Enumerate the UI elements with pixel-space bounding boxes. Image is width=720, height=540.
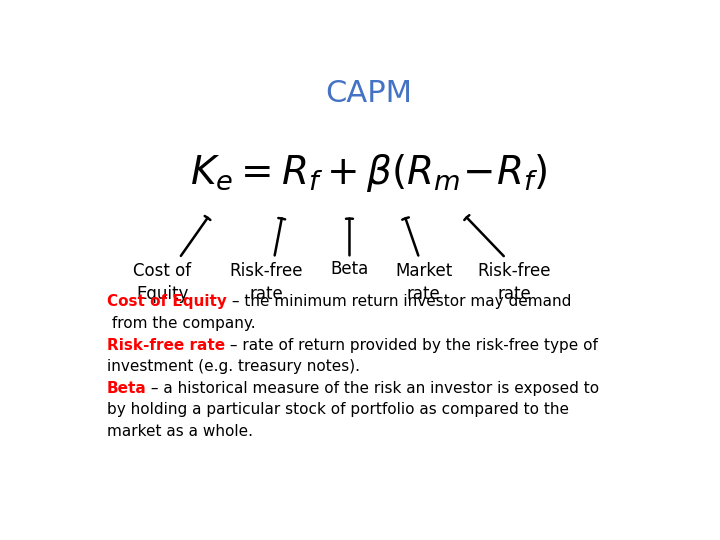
Text: Risk-free rate: Risk-free rate	[107, 338, 225, 353]
Text: – a historical measure of the risk an investor is exposed to: – a historical measure of the risk an in…	[146, 381, 600, 396]
Text: – rate of return provided by the risk-free type of: – rate of return provided by the risk-fr…	[225, 338, 598, 353]
Text: – the minimum return investor may demand: – the minimum return investor may demand	[227, 294, 571, 309]
Text: Beta: Beta	[330, 260, 369, 278]
Text: from the company.: from the company.	[107, 316, 256, 331]
Text: Cost of Equity: Cost of Equity	[107, 294, 227, 309]
Text: $K_e = R_f + \beta(R_m\!-\!R_f)$: $K_e = R_f + \beta(R_m\!-\!R_f)$	[190, 152, 548, 194]
Text: CAPM: CAPM	[325, 79, 413, 109]
Text: Market
rate: Market rate	[395, 262, 452, 302]
Text: Risk-free
rate: Risk-free rate	[230, 262, 303, 302]
Text: Cost of
Equity: Cost of Equity	[133, 262, 192, 302]
Text: investment (e.g. treasury notes).: investment (e.g. treasury notes).	[107, 359, 360, 374]
Text: Beta: Beta	[107, 381, 146, 396]
Text: by holding a particular stock of portfolio as compared to the: by holding a particular stock of portfol…	[107, 402, 569, 417]
Text: Risk-free
rate: Risk-free rate	[477, 262, 551, 302]
Text: market as a whole.: market as a whole.	[107, 424, 253, 439]
